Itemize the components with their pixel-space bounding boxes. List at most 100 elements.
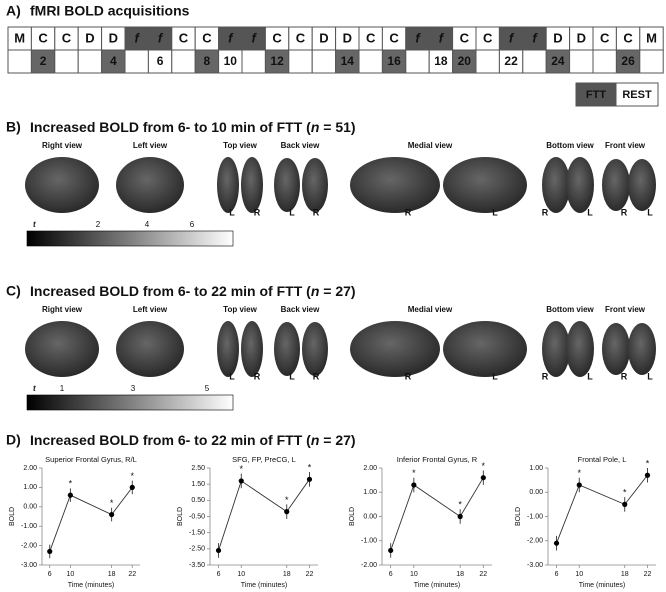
y-tick-label: -3.50 bbox=[189, 562, 205, 569]
chart-title: Inferior Frontal Gyrus, R bbox=[397, 455, 478, 464]
y-axis-label: BOLD bbox=[515, 507, 522, 526]
data-point bbox=[644, 472, 651, 478]
colorbar-symbol: t bbox=[33, 220, 36, 229]
side-label: R bbox=[405, 371, 412, 381]
brain-render bbox=[443, 157, 527, 213]
minute-label: 2 bbox=[40, 54, 47, 68]
minute-label: 24 bbox=[551, 54, 565, 68]
brain-render bbox=[25, 157, 99, 213]
brain-render bbox=[350, 157, 440, 213]
minute-cell bbox=[7, 49, 32, 74]
block-letter: C bbox=[483, 30, 493, 45]
colorbar-tick: 6 bbox=[190, 220, 195, 229]
brain-render bbox=[241, 157, 263, 213]
panel-label: D) bbox=[6, 432, 21, 448]
brain-render bbox=[542, 157, 570, 213]
data-point bbox=[215, 547, 222, 554]
colorbar-symbol: t bbox=[33, 384, 36, 393]
y-tick-label: 1.00 bbox=[23, 484, 37, 491]
block-letter: f bbox=[228, 30, 234, 45]
significance-mark: * bbox=[623, 487, 627, 497]
side-label: R bbox=[621, 207, 628, 217]
colorbar-tick: 4 bbox=[145, 220, 150, 229]
minute-cell bbox=[77, 49, 103, 74]
minute-label: 22 bbox=[504, 54, 518, 68]
minute-label: 18 bbox=[434, 54, 448, 68]
y-tick-label: -1.00 bbox=[361, 538, 377, 545]
brain-render bbox=[566, 157, 594, 213]
y-tick-label: 0.00 bbox=[529, 489, 543, 496]
panel-title: fMRI BOLD acquisitions bbox=[30, 3, 190, 19]
colorbar-tick: 3 bbox=[131, 384, 136, 393]
minute-label: 12 bbox=[270, 54, 284, 68]
view-label: Right view bbox=[42, 141, 83, 150]
y-tick-label: 2.00 bbox=[363, 465, 377, 472]
legend-label: REST bbox=[622, 89, 652, 101]
legend-label: FTT bbox=[586, 89, 606, 101]
view-label: Bottom view bbox=[546, 141, 594, 150]
block-letter: D bbox=[319, 30, 328, 45]
view-label: Back view bbox=[281, 141, 320, 150]
side-label: R bbox=[405, 207, 412, 217]
panel-title: Increased BOLD from 6- to 10 min of FTT … bbox=[30, 119, 356, 135]
chart-title: Superior Frontal Gyrus, R/L bbox=[45, 455, 137, 464]
title-part: n bbox=[311, 119, 320, 135]
view-label: Back view bbox=[281, 305, 320, 314]
minute-label: 16 bbox=[387, 54, 401, 68]
brain-render bbox=[217, 321, 239, 377]
y-tick-label: 2.50 bbox=[191, 465, 205, 472]
side-label: L bbox=[289, 207, 295, 217]
x-tick-label: 6 bbox=[555, 571, 559, 578]
minute-cell bbox=[522, 49, 547, 74]
block-letter: C bbox=[600, 30, 610, 45]
view-label: Left view bbox=[133, 141, 168, 150]
data-point bbox=[306, 476, 313, 482]
minute-label: 6 bbox=[157, 54, 164, 68]
brain-render bbox=[241, 321, 263, 377]
brain-render bbox=[116, 157, 184, 213]
minute-label: 8 bbox=[204, 54, 211, 68]
minute-cell bbox=[639, 49, 664, 74]
block-letter: D bbox=[577, 30, 586, 45]
significance-mark: * bbox=[308, 462, 312, 472]
view-label: Top view bbox=[223, 141, 257, 150]
significance-mark: * bbox=[69, 479, 73, 489]
block-letter: M bbox=[646, 30, 657, 45]
data-point bbox=[457, 513, 463, 520]
significance-mark: * bbox=[412, 468, 416, 478]
y-tick-label: 0.00 bbox=[23, 504, 37, 511]
title-part: Increased BOLD from 6- to 22 min of FTT … bbox=[30, 432, 311, 448]
panel-label: B) bbox=[6, 119, 21, 135]
colorbar-tick: 2 bbox=[96, 220, 101, 229]
title-part: Increased BOLD from 6- to 10 min of FTT … bbox=[30, 119, 311, 135]
series-line bbox=[218, 479, 310, 551]
block-letter: C bbox=[202, 30, 212, 45]
y-tick-label: -3.00 bbox=[21, 562, 37, 569]
data-point bbox=[480, 475, 486, 481]
side-label: L bbox=[587, 207, 593, 217]
block-letter: C bbox=[62, 30, 72, 45]
significance-mark: * bbox=[578, 468, 582, 478]
minute-cell bbox=[288, 49, 313, 74]
side-label: R bbox=[542, 207, 549, 217]
panel-label: A) bbox=[6, 3, 21, 19]
minute-label: 14 bbox=[341, 54, 355, 68]
minute-cell bbox=[311, 49, 337, 74]
y-tick-label: -0.50 bbox=[189, 513, 205, 520]
view-label: Top view bbox=[223, 305, 257, 314]
data-point bbox=[576, 482, 582, 488]
brain-render bbox=[602, 159, 630, 211]
y-axis-label: BOLD bbox=[9, 507, 16, 526]
y-tick-label: 0.50 bbox=[191, 497, 205, 504]
x-tick-label: 22 bbox=[479, 571, 487, 578]
side-label: R bbox=[621, 371, 628, 381]
brain-render bbox=[302, 322, 328, 376]
title-part: = 27) bbox=[319, 432, 355, 448]
series-line bbox=[49, 487, 133, 552]
data-point bbox=[622, 501, 628, 507]
x-tick-label: 18 bbox=[456, 571, 464, 578]
significance-mark: * bbox=[458, 500, 462, 510]
y-tick-label: -2.50 bbox=[189, 546, 205, 553]
chart-title: Frontal Pole, L bbox=[578, 455, 627, 464]
